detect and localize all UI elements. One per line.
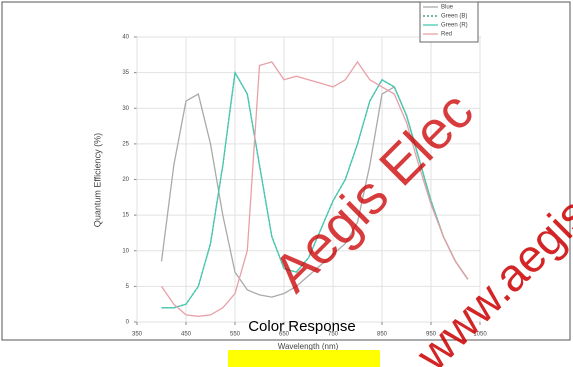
y-tick-label: 25 [122,141,129,147]
plot: 0 5 10 15 20 25 30 35 40 350 450 550 650 750 850 950 105… [122,1,487,338]
x-tick-label: 350 [132,332,143,338]
highlight [228,350,380,367]
series-line [161,70,469,309]
x-tick-label: 650 [279,332,290,338]
x-tick-label: 750 [328,332,339,338]
x-tick-label: 850 [377,332,388,338]
frame [1,1,571,341]
y-tick-label: 40 [122,35,129,41]
legend-box [419,1,479,43]
series-line [160,60,469,317]
caption: Color Response [248,318,356,335]
legend-label: Green (R) [441,23,468,29]
y-tick-label: 35 [122,70,129,76]
x-axis-label: Wavelength (nm) [278,342,339,351]
y-tick-label: 15 [122,213,129,219]
y-axis-label: Quantum Efficiency (%) [92,133,102,227]
legend-label: Green (B) [441,14,467,20]
y-tick-label: 30 [122,106,129,112]
x-tick-label: 950 [426,332,437,338]
x-tick-label: 450 [181,332,192,338]
watermark: Aegis Elec [262,81,485,304]
y-tick-label: 10 [122,248,129,254]
x-tick-label: 1050 [473,332,487,338]
x-tick-label: 550 [230,332,241,338]
legend-label: Red [441,32,452,38]
y-tick-label: 20 [122,177,129,183]
y-tick-label: 5 [126,284,130,290]
y-tick-label: 0 [126,320,130,326]
legend-label: Blue [441,5,454,11]
